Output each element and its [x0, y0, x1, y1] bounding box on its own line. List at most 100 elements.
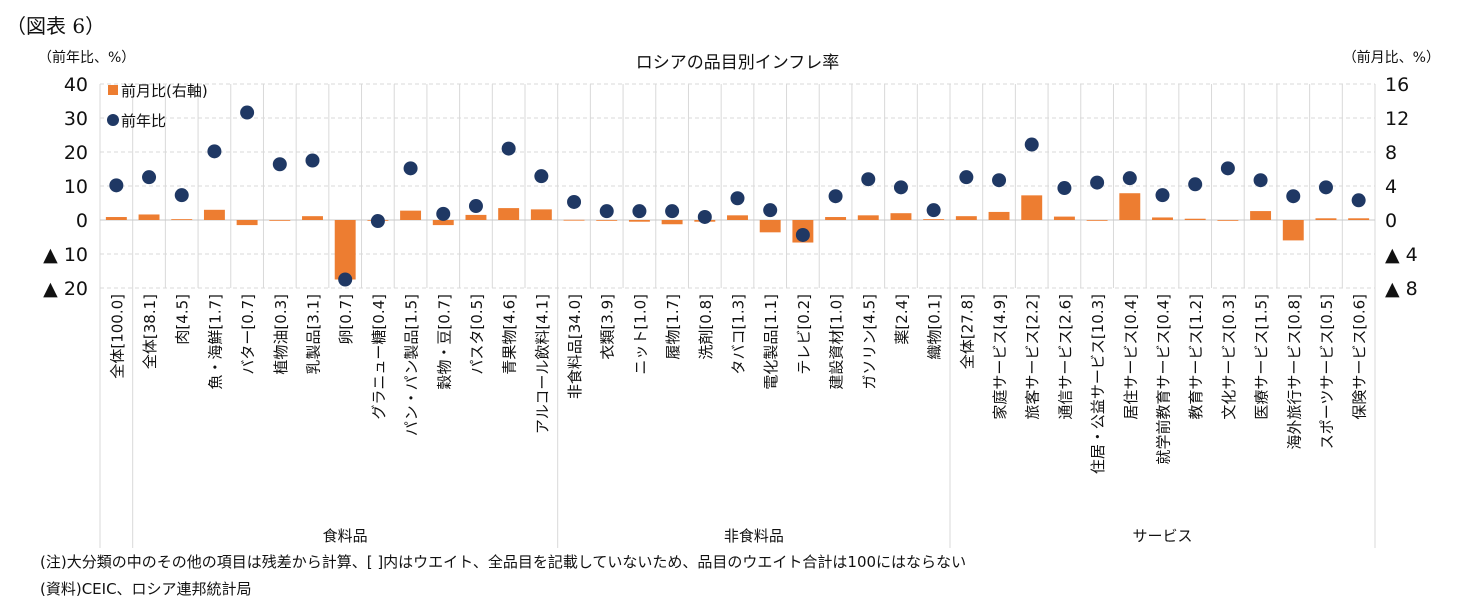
dot-yoy-7 [338, 272, 353, 287]
y-tick-right: ▲ 4 [1385, 244, 1418, 266]
x-tick-label: 医療サービス[1.5] [1253, 294, 1271, 420]
x-tick-label: 織物[0.1] [926, 294, 944, 360]
x-tick-label: 全体[38.1] [141, 294, 159, 369]
x-tick-label: 就学前教育サービス[0.4] [1155, 294, 1173, 465]
dot-yoy-9 [403, 161, 418, 176]
x-tick-label: 植物油[0.3] [272, 294, 290, 375]
y-axis-left-label: （前年比、%） [38, 49, 135, 66]
bar-mom-2 [171, 219, 193, 220]
dot-yoy-38 [1351, 193, 1366, 208]
bar-mom-23 [857, 215, 879, 220]
y-tick-left: 30 [64, 108, 88, 130]
bar-mom-9 [400, 210, 422, 220]
dot-yoy-11 [468, 199, 483, 214]
x-tick-label: 住居・公益サービス[10.3] [1089, 294, 1107, 474]
x-tick-label: 全体[100.0] [108, 294, 126, 379]
x-tick-label: 卵[0.7] [337, 294, 355, 345]
dot-yoy-4 [240, 105, 255, 120]
y-tick-right: 0 [1385, 210, 1397, 232]
x-tick-label: 電化製品[1.1] [762, 294, 780, 390]
dot-yoy-26 [959, 170, 974, 185]
dot-yoy-0 [109, 178, 124, 193]
x-tick-label: 穀物・豆[0.7] [435, 294, 453, 390]
dot-yoy-5 [272, 157, 287, 172]
y-tick-left: 0 [76, 210, 88, 232]
x-tick-label: 家庭サービス[4.9] [991, 294, 1009, 420]
bar-mom-34 [1217, 220, 1239, 221]
bar-mom-5 [269, 220, 291, 221]
bar-mom-13 [530, 209, 552, 220]
x-tick-label: 海外旅行サービス[0.8] [1285, 294, 1303, 450]
x-tick-label: ガソリン[4.5] [860, 294, 878, 390]
bar-mom-22 [825, 217, 847, 220]
dot-yoy-29 [1057, 181, 1072, 196]
bar-mom-35 [1250, 211, 1272, 220]
y-axis-right-label: （前月比、%） [1343, 49, 1440, 66]
y-tick-right: 8 [1385, 142, 1397, 164]
dot-yoy-22 [828, 189, 843, 204]
bar-mom-4 [236, 220, 258, 226]
y-tick-left: 40 [64, 74, 88, 96]
bar-mom-12 [498, 208, 520, 220]
dot-yoy-3 [207, 144, 222, 159]
dot-yoy-13 [534, 169, 549, 184]
bar-mom-17 [661, 220, 683, 225]
dot-yoy-34 [1220, 161, 1235, 176]
dot-yoy-24 [893, 180, 908, 195]
bar-mom-37 [1315, 218, 1337, 220]
x-tick-label: 居住サービス[0.4] [1122, 294, 1140, 420]
bar-mom-31 [1119, 193, 1141, 220]
bar-mom-20 [759, 220, 781, 233]
x-tick-label: アルコール飲料[4.1] [533, 294, 551, 434]
bar-mom-32 [1152, 217, 1173, 220]
dot-yoy-20 [763, 203, 778, 218]
bar-mom-11 [465, 214, 487, 220]
x-tick-label: 魚・海鮮[1.7] [206, 294, 224, 390]
dot-yoy-8 [370, 214, 385, 229]
dot-yoy-2 [174, 188, 189, 203]
dot-yoy-19 [730, 191, 745, 206]
y-tick-right: 16 [1385, 74, 1409, 96]
dot-yoy-21 [795, 227, 810, 242]
dot-yoy-31 [1122, 171, 1137, 186]
bar-mom-15 [596, 220, 618, 221]
bar-mom-24 [890, 213, 912, 220]
x-tick-label: テレビ[0.2] [795, 294, 813, 375]
x-tick-label: 建設資材[1.0] [828, 294, 846, 390]
x-tick-label: 通信サービス[2.6] [1056, 294, 1074, 420]
x-tick-label: 乳製品[3.1] [305, 294, 323, 375]
dot-yoy-25 [926, 203, 941, 218]
dot-yoy-15 [599, 204, 614, 219]
x-tick-label: 肉[4.5] [174, 294, 192, 345]
dot-yoy-14 [567, 194, 582, 209]
source-text: (資料)CEIC、ロシア連邦統計局 [40, 580, 252, 598]
x-tick-label: 全体[27.8] [958, 294, 976, 369]
dot-yoy-18 [697, 209, 712, 224]
bar-mom-28 [1021, 195, 1043, 220]
bar-mom-14 [563, 219, 585, 221]
x-tick-label: パン・パン製品[1.5] [403, 294, 421, 436]
x-tick-label: 衣類[3.9] [599, 294, 617, 360]
dot-yoy-27 [992, 173, 1007, 188]
x-tick-label: 保険サービス[0.6] [1351, 294, 1369, 420]
dot-yoy-32 [1155, 188, 1170, 203]
x-tick-label: グラニュー糖[0.4] [370, 294, 388, 420]
dot-yoy-16 [632, 204, 647, 219]
bar-mom-26 [955, 216, 977, 220]
legend-bar-swatch [108, 85, 118, 95]
bar-mom-30 [1086, 220, 1108, 221]
bar-mom-0 [105, 217, 127, 220]
y-tick-left: ▲ 10 [43, 244, 88, 266]
legend-dot-swatch [107, 114, 119, 126]
dot-yoy-1 [142, 170, 157, 185]
x-tick-label: 旅客サービス[2.2] [1024, 294, 1042, 420]
x-tick-label: 履物[1.7] [664, 294, 682, 360]
x-tick-label: 文化サービス[0.3] [1220, 294, 1238, 420]
group-label: 食料品 [323, 527, 368, 545]
y-tick-left: ▲ 20 [43, 278, 88, 300]
y-tick-left: 10 [64, 176, 88, 198]
group-label: サービス [1132, 527, 1192, 545]
bar-mom-19 [727, 215, 748, 220]
x-tick-label: 非食料品[34.0] [566, 294, 584, 399]
